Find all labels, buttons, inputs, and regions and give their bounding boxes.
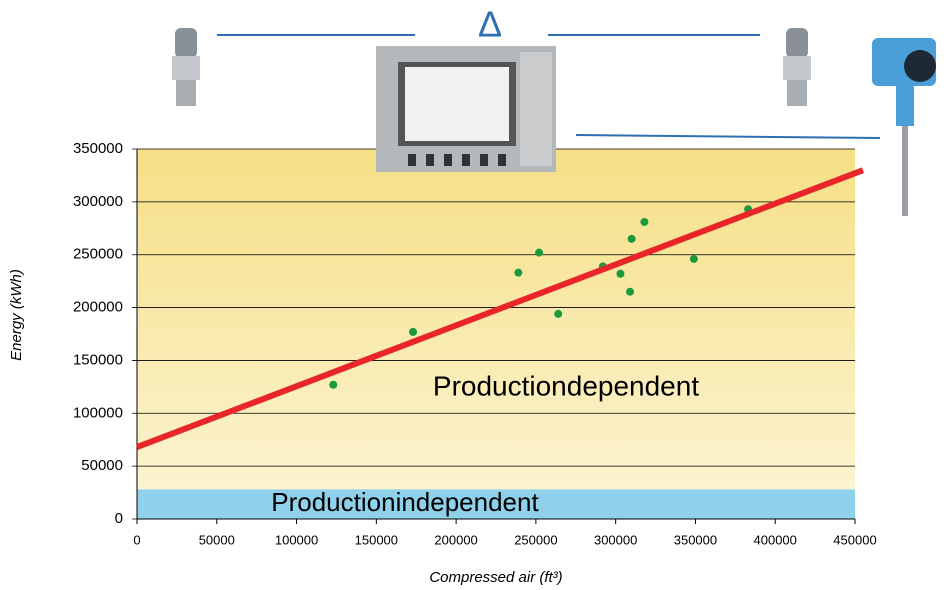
x-tick-label: 250000 [514, 532, 557, 547]
point [690, 255, 698, 263]
x-axis-title: Compressed air (ft³) [429, 569, 562, 586]
y-axis-title: Energy (kWh) [8, 269, 25, 361]
annotation: Productiondependent [433, 370, 699, 401]
x-tick-label: 0 [133, 532, 140, 547]
x-tick-label: 150000 [355, 532, 398, 547]
y-tick-label: 250000 [73, 246, 123, 263]
band-label: Productionindependent [271, 487, 539, 517]
pressure-sensor [783, 28, 811, 106]
x-tick-label: 300000 [594, 532, 637, 547]
x-tick-label: 450000 [833, 532, 876, 547]
delta-symbol: Δ [478, 4, 502, 45]
point [616, 270, 624, 278]
x-tick-label: 50000 [199, 532, 235, 547]
flow-transmitter [872, 38, 936, 216]
point [535, 249, 543, 257]
y-tick-label: 300000 [73, 193, 123, 210]
y-tick-label: 0 [115, 510, 123, 527]
y-tick-label: 200000 [73, 299, 123, 316]
point [554, 310, 562, 318]
data-recorder [376, 46, 556, 172]
x-tick-label: 100000 [275, 532, 318, 547]
x-tick-label: 200000 [434, 532, 477, 547]
chart: Productionindependent 0 50000 100000 150000 2… [0, 0, 951, 590]
y-tick-label: 350000 [73, 140, 123, 157]
y-tick-label: 100000 [73, 404, 123, 421]
y-tick-label: 150000 [73, 351, 123, 368]
x-tick-label: 350000 [674, 532, 717, 547]
point [514, 269, 522, 277]
pressure-sensor [172, 28, 200, 106]
point [626, 288, 634, 296]
point [329, 381, 337, 389]
point [640, 218, 648, 226]
y-tick-label: 50000 [81, 457, 123, 474]
point [409, 328, 417, 336]
plot-area [137, 149, 855, 519]
x-tick-label: 400000 [754, 532, 797, 547]
point [628, 235, 636, 243]
